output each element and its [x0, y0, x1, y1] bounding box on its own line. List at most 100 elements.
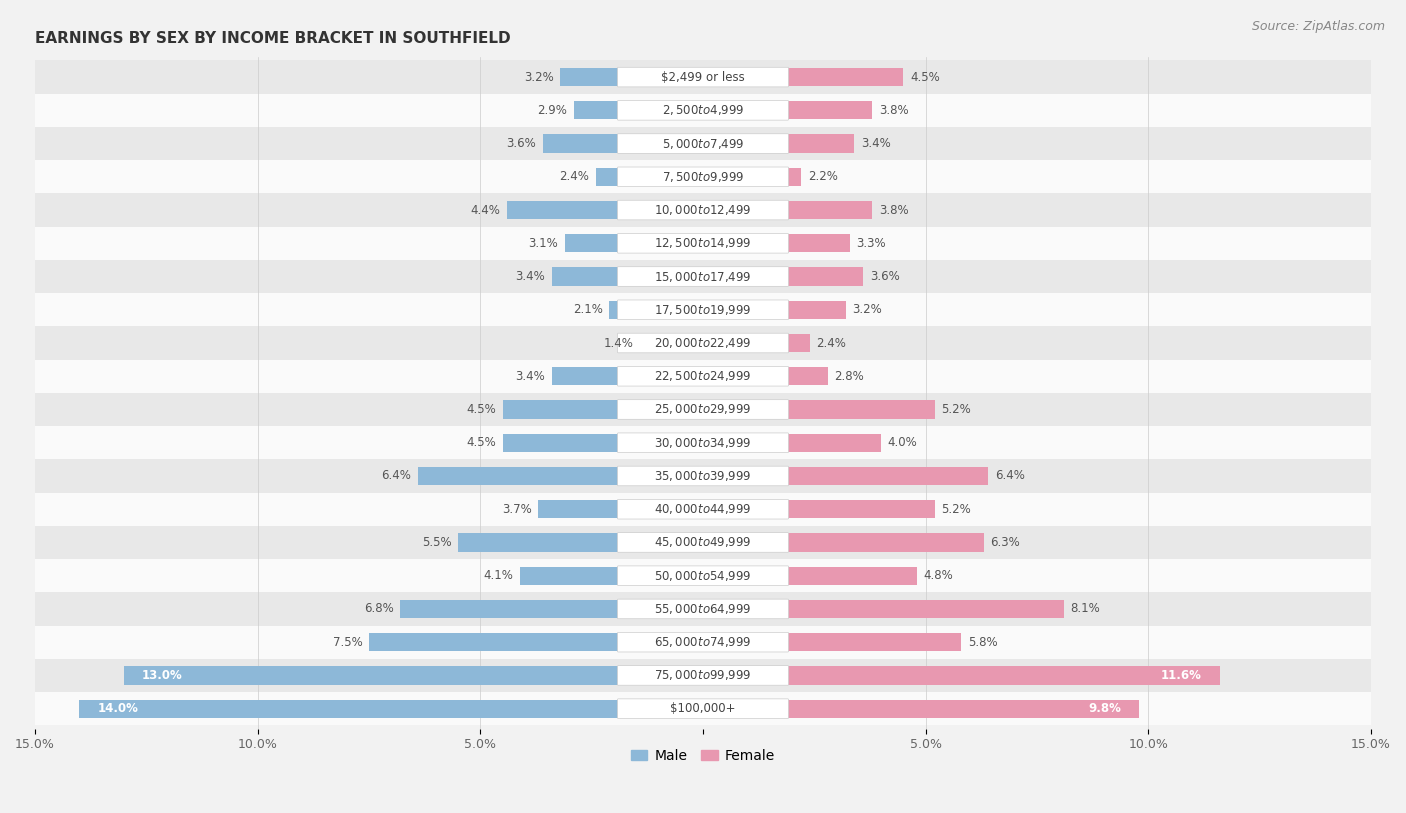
FancyBboxPatch shape — [617, 633, 789, 652]
Text: 3.3%: 3.3% — [856, 237, 886, 250]
Bar — [609, 301, 703, 319]
FancyBboxPatch shape — [617, 499, 789, 519]
FancyBboxPatch shape — [617, 466, 789, 486]
Text: $40,000 to $44,999: $40,000 to $44,999 — [654, 502, 752, 516]
Text: 4.4%: 4.4% — [471, 203, 501, 216]
FancyBboxPatch shape — [617, 533, 789, 552]
FancyBboxPatch shape — [617, 666, 789, 685]
Text: 13.0%: 13.0% — [142, 669, 183, 682]
Text: 4.8%: 4.8% — [924, 569, 953, 582]
Text: 3.6%: 3.6% — [870, 270, 900, 283]
Bar — [565, 234, 703, 252]
Text: $30,000 to $34,999: $30,000 to $34,999 — [654, 436, 752, 450]
Legend: Male, Female: Male, Female — [626, 744, 780, 768]
FancyBboxPatch shape — [617, 167, 789, 187]
Bar — [703, 234, 851, 252]
Bar — [543, 134, 703, 153]
Text: $15,000 to $17,499: $15,000 to $17,499 — [654, 270, 752, 284]
Text: $45,000 to $49,999: $45,000 to $49,999 — [654, 536, 752, 550]
Text: 6.4%: 6.4% — [994, 469, 1025, 482]
Bar — [502, 400, 703, 419]
Text: 14.0%: 14.0% — [97, 702, 138, 715]
Bar — [520, 567, 703, 585]
Bar — [703, 567, 917, 585]
Bar — [35, 93, 1371, 127]
Bar — [703, 134, 855, 153]
Text: 6.3%: 6.3% — [990, 536, 1019, 549]
Text: $25,000 to $29,999: $25,000 to $29,999 — [654, 402, 752, 416]
Text: 4.5%: 4.5% — [910, 71, 939, 84]
Bar — [703, 433, 882, 452]
Text: 3.6%: 3.6% — [506, 137, 536, 150]
Text: 3.8%: 3.8% — [879, 203, 908, 216]
Bar — [35, 625, 1371, 659]
Bar — [703, 334, 810, 352]
Text: 6.4%: 6.4% — [381, 469, 412, 482]
Bar — [703, 68, 904, 86]
FancyBboxPatch shape — [617, 101, 789, 120]
Text: $75,000 to $99,999: $75,000 to $99,999 — [654, 668, 752, 682]
Bar — [574, 101, 703, 120]
Text: 4.1%: 4.1% — [484, 569, 513, 582]
Bar — [703, 533, 984, 551]
Bar — [703, 500, 935, 519]
Text: $10,000 to $12,499: $10,000 to $12,499 — [654, 203, 752, 217]
Bar — [703, 633, 962, 651]
Bar — [35, 559, 1371, 593]
Bar — [35, 526, 1371, 559]
Text: $100,000+: $100,000+ — [671, 702, 735, 715]
Bar — [538, 500, 703, 519]
Text: $20,000 to $22,499: $20,000 to $22,499 — [654, 336, 752, 350]
Text: 4.5%: 4.5% — [467, 437, 496, 450]
Text: 3.2%: 3.2% — [524, 71, 554, 84]
FancyBboxPatch shape — [617, 699, 789, 719]
Bar — [703, 167, 801, 186]
Text: 2.4%: 2.4% — [817, 337, 846, 350]
Text: 4.0%: 4.0% — [887, 437, 918, 450]
Text: 3.8%: 3.8% — [879, 104, 908, 117]
Bar — [35, 127, 1371, 160]
Bar — [561, 68, 703, 86]
Text: $7,500 to $9,999: $7,500 to $9,999 — [662, 170, 744, 184]
Bar — [35, 359, 1371, 393]
Text: 3.7%: 3.7% — [502, 502, 531, 515]
Bar — [508, 201, 703, 220]
Bar — [35, 60, 1371, 93]
Bar — [502, 433, 703, 452]
Text: 2.1%: 2.1% — [572, 303, 603, 316]
Text: $35,000 to $39,999: $35,000 to $39,999 — [654, 469, 752, 483]
Text: EARNINGS BY SEX BY INCOME BRACKET IN SOUTHFIELD: EARNINGS BY SEX BY INCOME BRACKET IN SOU… — [35, 31, 510, 46]
Bar — [458, 533, 703, 551]
Bar — [703, 301, 845, 319]
Bar — [368, 633, 703, 651]
FancyBboxPatch shape — [617, 134, 789, 154]
FancyBboxPatch shape — [617, 599, 789, 619]
Bar — [35, 193, 1371, 227]
FancyBboxPatch shape — [617, 433, 789, 453]
Bar — [401, 600, 703, 618]
Text: 4.5%: 4.5% — [467, 403, 496, 416]
Text: $5,000 to $7,499: $5,000 to $7,499 — [662, 137, 744, 150]
Bar — [35, 493, 1371, 526]
Text: 3.2%: 3.2% — [852, 303, 882, 316]
Text: 5.5%: 5.5% — [422, 536, 451, 549]
Bar — [35, 459, 1371, 493]
Bar — [35, 426, 1371, 459]
Text: 11.6%: 11.6% — [1161, 669, 1202, 682]
Bar — [124, 667, 703, 685]
Text: 2.9%: 2.9% — [537, 104, 567, 117]
Bar — [418, 467, 703, 485]
FancyBboxPatch shape — [617, 333, 789, 353]
Bar — [641, 334, 703, 352]
Text: 1.4%: 1.4% — [605, 337, 634, 350]
Bar — [703, 467, 988, 485]
Text: 2.2%: 2.2% — [807, 170, 838, 183]
FancyBboxPatch shape — [617, 566, 789, 585]
Bar — [703, 699, 1139, 718]
Text: 7.5%: 7.5% — [333, 636, 363, 649]
FancyBboxPatch shape — [617, 233, 789, 253]
FancyBboxPatch shape — [617, 400, 789, 420]
FancyBboxPatch shape — [617, 367, 789, 386]
Bar — [596, 167, 703, 186]
FancyBboxPatch shape — [617, 300, 789, 320]
